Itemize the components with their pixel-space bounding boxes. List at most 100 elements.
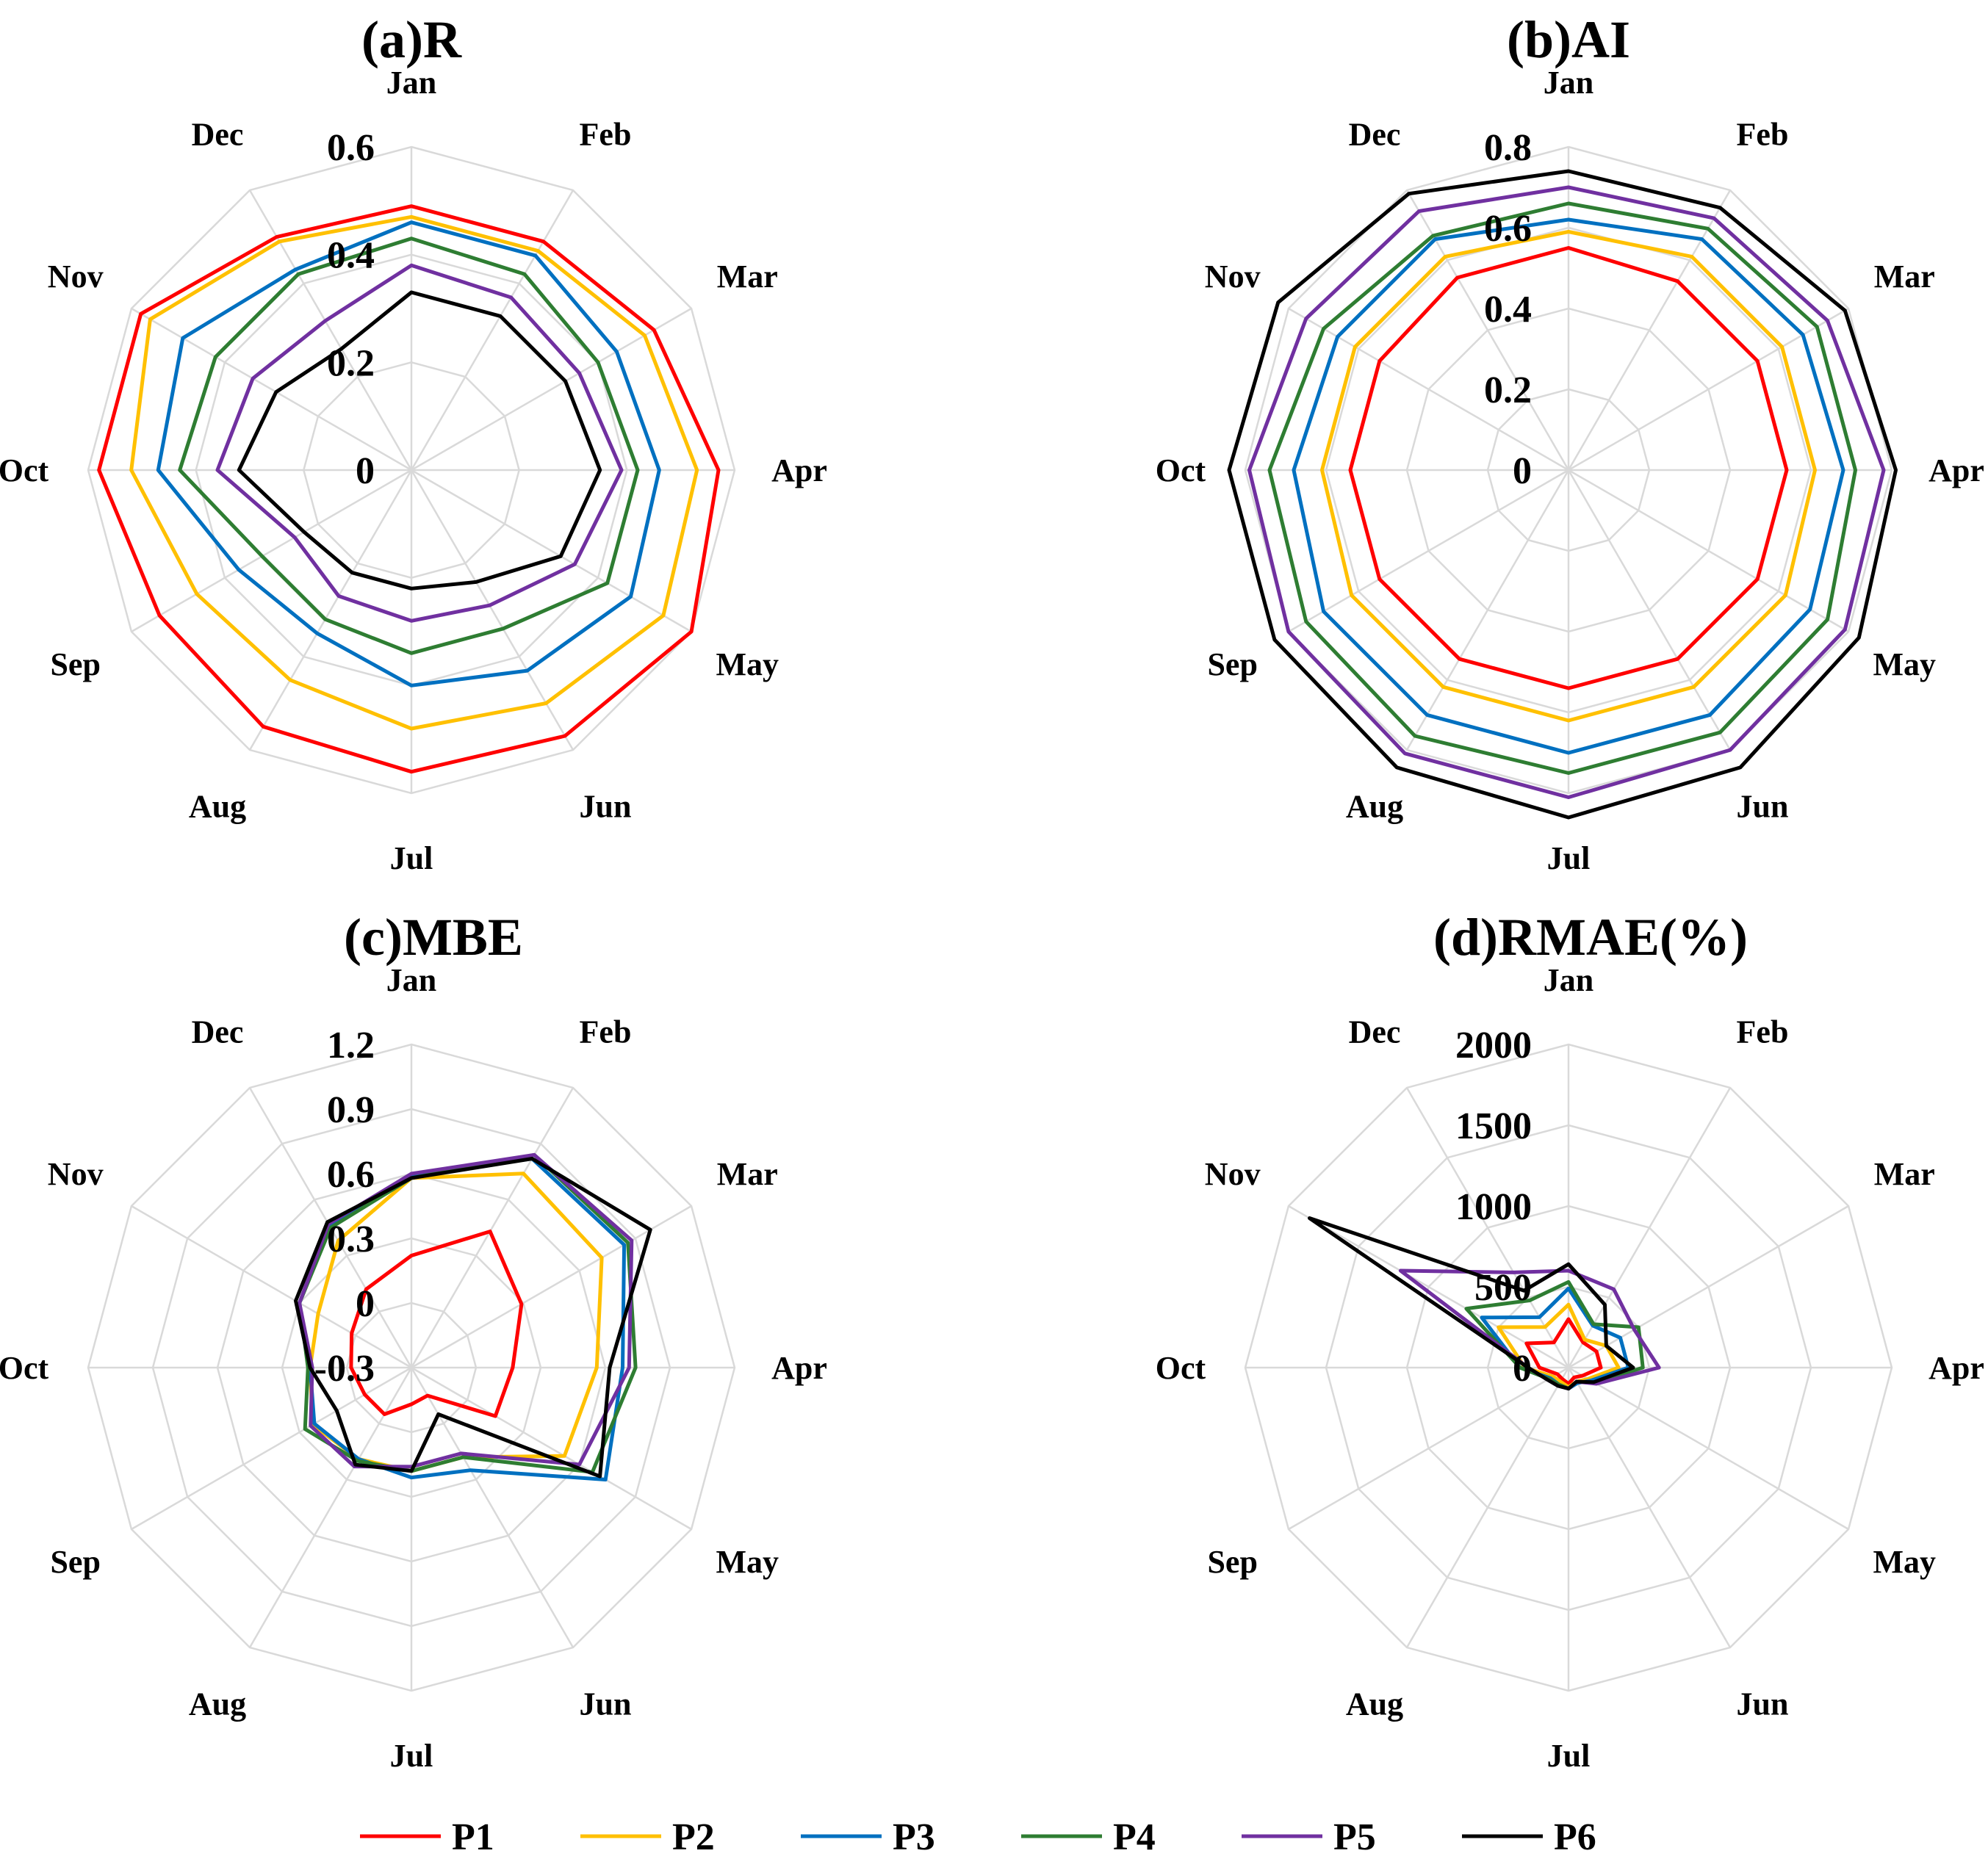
- grid-spoke: [1288, 469, 1569, 633]
- grid-spoke: [1288, 1366, 1569, 1531]
- tick-label: 1.2: [327, 1025, 375, 1066]
- grid-spoke: [1405, 1367, 1570, 1648]
- legend-item-p6: P6: [1462, 1816, 1596, 1858]
- month-label-jul: Jul: [390, 840, 433, 876]
- month-label-jul: Jul: [390, 1738, 433, 1774]
- month-label-mar: Mar: [1874, 259, 1935, 295]
- grid-spoke: [1567, 1367, 1732, 1648]
- series-p3: [156, 220, 661, 687]
- month-label-jan: Jan: [1544, 962, 1593, 998]
- month-label-apr: Apr: [1928, 452, 1984, 488]
- series-p5: [298, 1152, 634, 1469]
- legend-item-p5: P5: [1242, 1816, 1376, 1858]
- tick-label: 0.6: [1484, 208, 1532, 250]
- series-p1: [1524, 1317, 1603, 1386]
- series-p1: [1348, 246, 1789, 690]
- tick-label: 500: [1474, 1267, 1532, 1309]
- series-p2: [129, 214, 699, 731]
- month-label-aug: Aug: [1346, 1686, 1403, 1722]
- series-p5: [1247, 185, 1886, 799]
- panel-d-title: (d)RMAE(%): [1433, 908, 1748, 967]
- series-p3: [298, 1157, 627, 1481]
- grid-spoke: [248, 1367, 413, 1648]
- tick-label: 2000: [1455, 1025, 1532, 1066]
- tick-label: 0.4: [327, 235, 375, 277]
- panel-b-title: (b)AI: [1507, 10, 1630, 69]
- month-label-apr: Apr: [771, 1350, 827, 1386]
- tick-label: 0.2: [1484, 369, 1532, 411]
- grid-spoke: [1568, 1205, 1849, 1369]
- tick-label: 0: [356, 450, 375, 492]
- month-label-jan: Jan: [386, 65, 436, 101]
- panel-a: (a)R Jan Feb Mar Apr May Jun Jul Aug Sep Oct Nov De…: [0, 10, 827, 876]
- month-label-oct: Oct: [0, 452, 49, 488]
- legend-label: P2: [672, 1816, 715, 1858]
- month-label-feb: Feb: [580, 117, 632, 153]
- legend-label: P6: [1554, 1816, 1596, 1858]
- grid-spoke: [131, 469, 412, 633]
- tick-label: 0.3: [327, 1219, 375, 1260]
- month-label-sep: Sep: [1207, 1544, 1257, 1580]
- grid: [1244, 1043, 1893, 1692]
- month-label-sep: Sep: [1207, 646, 1257, 682]
- month-label-sep: Sep: [50, 1544, 100, 1580]
- month-label-jan: Jan: [1544, 65, 1593, 101]
- series-p6: [237, 290, 602, 591]
- grid-spoke: [1288, 307, 1569, 472]
- month-label-may: May: [1873, 646, 1937, 682]
- grid: [87, 145, 736, 795]
- month-label-sep: Sep: [50, 646, 100, 682]
- series-p6: [1308, 1216, 1635, 1391]
- grid-spoke: [1567, 189, 1732, 471]
- tick-label: 0.4: [1484, 289, 1532, 331]
- legend-item-p4: P4: [1021, 1816, 1156, 1858]
- month-label-apr: Apr: [771, 452, 827, 488]
- series-p1: [349, 1230, 524, 1418]
- grid-spoke: [131, 307, 412, 472]
- month-label-feb: Feb: [1737, 117, 1789, 153]
- grid-spoke: [1567, 469, 1732, 751]
- series-p4: [1267, 201, 1857, 775]
- month-label-dec: Dec: [1349, 117, 1401, 153]
- month-label-aug: Aug: [1346, 788, 1403, 824]
- grid: [87, 1043, 736, 1692]
- series-p4: [178, 237, 640, 655]
- month-label-mar: Mar: [717, 259, 778, 295]
- grid-spoke: [411, 1205, 692, 1369]
- month-label-may: May: [716, 646, 779, 682]
- grid: [1244, 145, 1893, 795]
- month-label-aug: Aug: [189, 1686, 246, 1722]
- grid-spoke: [1568, 469, 1849, 633]
- month-label-dec: Dec: [192, 117, 244, 153]
- month-label-dec: Dec: [1349, 1014, 1401, 1050]
- tick-label: 1500: [1455, 1105, 1532, 1147]
- month-label-mar: Mar: [1874, 1156, 1935, 1192]
- panel-d: (d)RMAE(%) Jan Feb Mar Apr May Jun Jul Aug Sep Oc…: [1156, 908, 1984, 1774]
- month-label-jun: Jun: [1737, 788, 1789, 824]
- grid-spoke: [1568, 307, 1849, 472]
- grid-spoke: [410, 1367, 575, 1648]
- grid-spoke: [411, 1366, 692, 1531]
- month-label-oct: Oct: [0, 1350, 49, 1386]
- tick-label: 0.9: [327, 1089, 375, 1131]
- grid-spoke: [410, 189, 575, 471]
- month-label-jun: Jun: [580, 1686, 632, 1722]
- tick-label: 0: [1513, 450, 1532, 492]
- legend-label: P3: [893, 1816, 935, 1858]
- legend-label: P1: [452, 1816, 494, 1858]
- grid-spoke: [131, 1205, 412, 1369]
- tick-label: 1000: [1455, 1186, 1532, 1228]
- tick-label: 0: [1513, 1348, 1532, 1390]
- month-label-may: May: [1873, 1544, 1937, 1580]
- legend-item-p1: P1: [360, 1816, 494, 1858]
- grid-spoke: [1405, 1087, 1570, 1368]
- legend-item-p2: P2: [580, 1816, 715, 1858]
- month-label-oct: Oct: [1156, 1350, 1206, 1386]
- series-p1: [97, 204, 721, 774]
- month-label-jul: Jul: [1547, 840, 1591, 876]
- legend-item-p3: P3: [801, 1816, 935, 1858]
- series-p6: [1227, 169, 1898, 820]
- month-label-apr: Apr: [1928, 1350, 1984, 1386]
- tick-label: -0.3: [314, 1348, 375, 1390]
